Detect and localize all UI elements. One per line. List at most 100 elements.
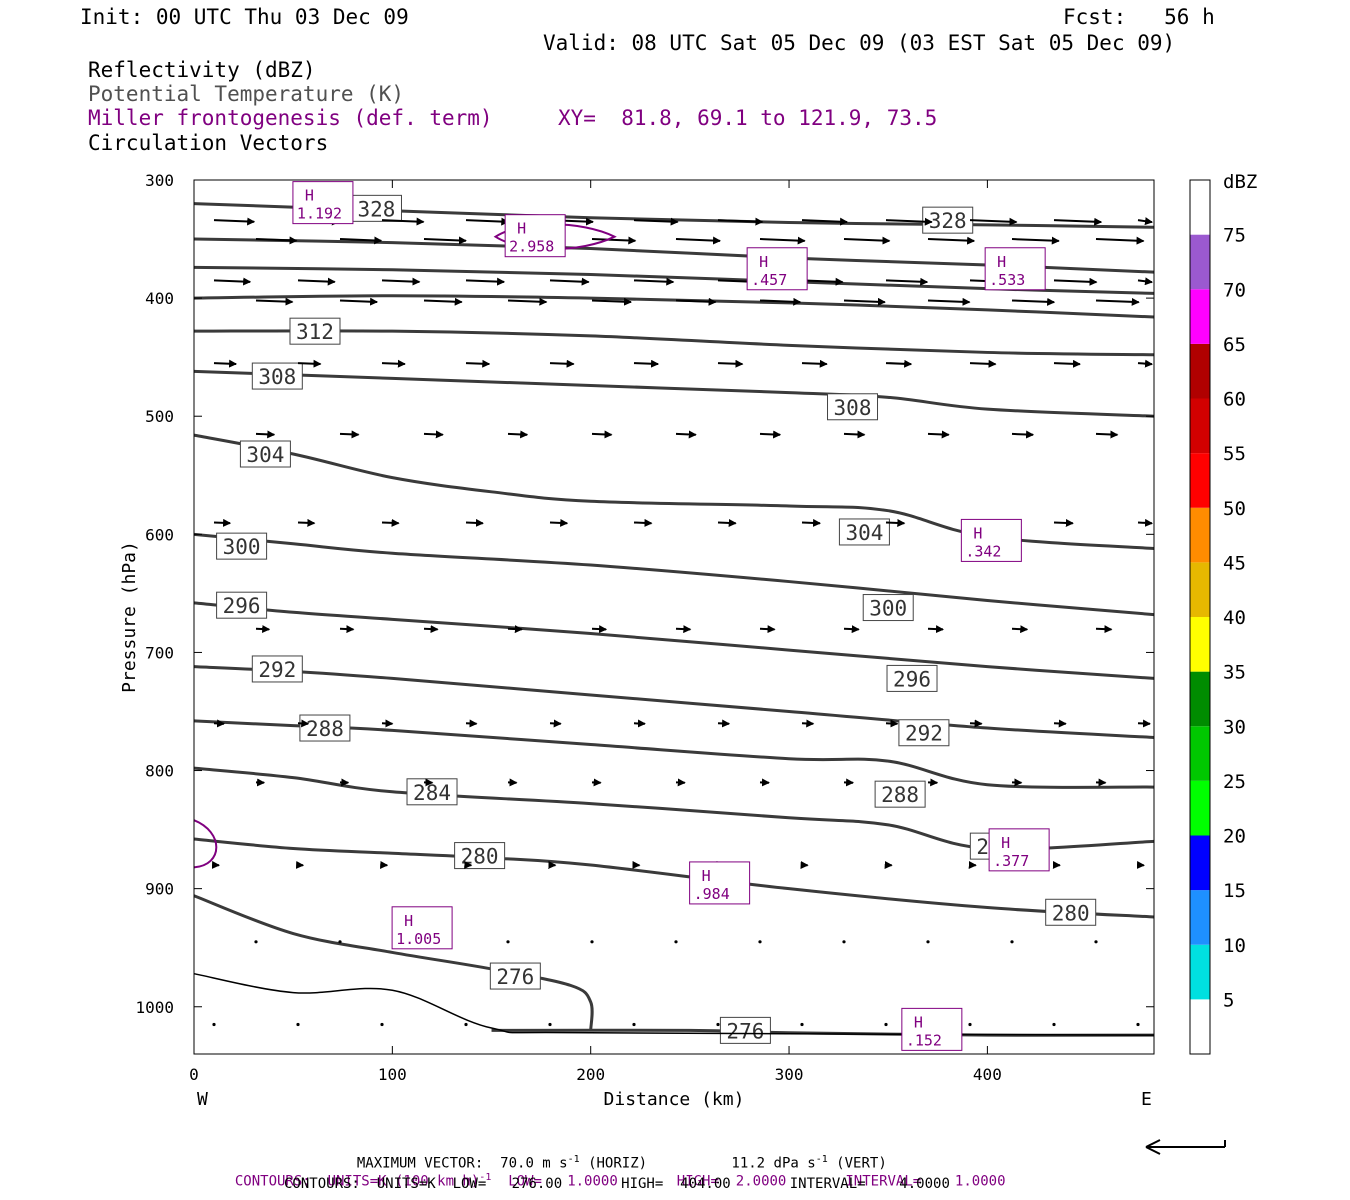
circulation-vector: [507, 430, 529, 439]
frontogenesis-high-value: .984: [694, 885, 730, 903]
sup-vert: -1: [815, 1154, 828, 1165]
circulation-vector: [1053, 217, 1103, 226]
circulation-vector: [591, 625, 608, 634]
frontogenesis-high-box: [292, 181, 354, 225]
circulation-vector: [339, 297, 379, 306]
contour-label: 276: [726, 1019, 764, 1043]
circulation-vector: [674, 940, 678, 944]
theta-contour: [193, 294, 1155, 319]
frontogenesis-high-label: H: [404, 912, 413, 930]
frontogenesis-high-label: H: [973, 524, 982, 542]
circulation-vector: [1137, 359, 1153, 368]
frontogenesis-high-value: .457: [751, 271, 787, 289]
circulation-vector: [297, 359, 322, 368]
x-tick-label: 100: [378, 1065, 407, 1084]
frontogenesis-high-box: [689, 861, 751, 905]
colorbar-segment: [1190, 944, 1210, 1000]
circulation-vector: [548, 1022, 552, 1027]
circulation-vector: [969, 217, 1018, 226]
circulation-vector: [675, 236, 722, 245]
colorbar-segment: [1190, 289, 1210, 344]
frontogenesis-high-box: [901, 1007, 963, 1051]
colorbar-segment: [1190, 562, 1210, 617]
forecast-hour: Fcst: 56 h: [1063, 5, 1215, 29]
circulation-vector: [1010, 940, 1014, 944]
theta-contour: [193, 601, 1155, 680]
frontogenesis-high-label: H: [305, 187, 314, 205]
contour-label-box: [239, 440, 291, 468]
circulation-vector: [1095, 625, 1113, 634]
circulation-vector: [590, 940, 594, 944]
x-axis-label: Distance (km): [604, 1089, 745, 1110]
circulation-vector: [968, 1022, 972, 1027]
circulation-vector: [297, 277, 336, 286]
frontogenesis-contour: [193, 819, 218, 869]
circulation-vector: [213, 277, 252, 286]
plot-frame: [193, 179, 1155, 1055]
circulation-vector: [1137, 277, 1153, 286]
frontogenesis-high-box: [391, 906, 453, 950]
circulation-vector: [759, 236, 806, 245]
circulation-vector: [1095, 297, 1140, 306]
contour-label-box: [886, 664, 938, 692]
contour-label-box: [216, 591, 268, 619]
frontogenesis-high-value: .377: [993, 852, 1029, 870]
theta-contour: [193, 369, 1155, 418]
circulation-vector: [1011, 625, 1029, 634]
circulation-vector: [759, 625, 776, 634]
field-circulation-vectors: Circulation Vectors: [88, 131, 329, 155]
frontogenesis-high-box: [504, 214, 566, 258]
circulation-vector: [1052, 1022, 1056, 1027]
y-tick-label: 900: [145, 880, 174, 899]
circulation-vector: [675, 625, 692, 634]
circulation-vector: [758, 940, 762, 944]
contour-label-box: [1045, 898, 1097, 926]
contour-label-box: [719, 1016, 771, 1044]
colorbar-title: dBZ: [1223, 171, 1257, 193]
colorbar-label: 5: [1223, 989, 1234, 1011]
field-potential-temperature: Potential Temperature (K): [88, 82, 405, 106]
circulation-vector: [843, 297, 886, 306]
y-tick-label: 600: [145, 525, 174, 544]
frontogenesis-high-value: 1.192: [297, 205, 342, 223]
colorbar-label: 55: [1223, 443, 1246, 465]
theta-contour: [193, 329, 1155, 357]
circulation-vector: [381, 277, 421, 286]
circulation-vector: [927, 236, 976, 245]
colorbar-label: 15: [1223, 880, 1246, 902]
circulation-vector: [716, 1022, 720, 1027]
circulation-vector: [339, 430, 360, 439]
circulation-vector: [633, 518, 653, 527]
colorbar-label: 70: [1223, 279, 1246, 301]
contour-label: 308: [834, 396, 872, 420]
circulation-vector: [212, 1022, 216, 1027]
circulation-vector: [591, 297, 632, 306]
colorbar-segment: [1190, 617, 1210, 672]
circulation-vector: [1137, 217, 1153, 226]
circulation-vector: [296, 1022, 300, 1027]
circulation-vector: [465, 217, 510, 226]
valid-time: Valid: 08 UTC Sat 05 Dec 09 (03 EST Sat …: [543, 31, 1176, 55]
circulation-vector: [927, 625, 944, 634]
sup-horiz: -1: [567, 1154, 580, 1165]
contour-label-box: [827, 393, 879, 421]
y-tick-label: 1000: [135, 998, 174, 1017]
circulation-vector: [549, 359, 575, 368]
circulation-vector: [1053, 518, 1074, 527]
colorbar-label: 60: [1223, 389, 1246, 411]
contour-label: 308: [258, 365, 296, 389]
y-tick-label: 800: [145, 762, 174, 781]
frontogenesis-high-value: .342: [965, 542, 1001, 560]
max-vector-label: MAXIMUM VECTOR:: [356, 1155, 484, 1172]
circulation-vector: [465, 518, 484, 527]
theta-contour: [193, 532, 1155, 617]
contour-label-box: [898, 719, 950, 747]
colorbar-segment: [1190, 671, 1210, 727]
frontogenesis-high-box: [746, 247, 808, 291]
circulation-vector: [381, 359, 406, 368]
contour-label: 304: [845, 521, 883, 545]
x-tick-label: 400: [973, 1065, 1002, 1084]
circulation-vector: [885, 359, 913, 368]
circulation-vector: [591, 430, 613, 439]
contour-label: 300: [869, 597, 907, 621]
